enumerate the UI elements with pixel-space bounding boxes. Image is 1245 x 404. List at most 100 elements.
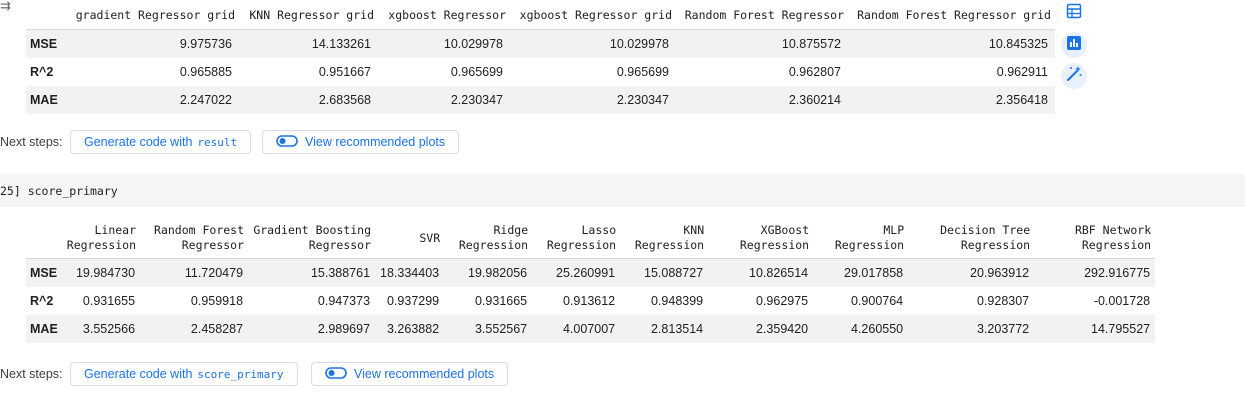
score-primary-dataframe: Linear Regression Random Forest Regressor … [26, 218, 1156, 343]
table-row: R^2 0.965885 0.951667 0.965699 0.965699 … [26, 58, 1055, 86]
column-header: Random Forest Regressor grid [848, 0, 1055, 30]
table-cell: 0.965699 [616, 65, 669, 79]
table-cell: 3.552566 [62, 315, 141, 343]
table-cell: 2.360214 [676, 86, 848, 114]
table-row: MSE 19.984730 11.720479 15.388761 18.334… [26, 258, 1156, 287]
table-row: R^2 0.931655 0.959918 0.947373 0.937299 … [26, 287, 1155, 315]
table-cell: 0.962911 [996, 65, 1048, 79]
variable-name: result [197, 135, 238, 149]
table-cell: 19.984730 [62, 258, 141, 287]
generate-code-button[interactable] [1061, 63, 1087, 89]
table-row: MAE 2.247022 2.683568 2.230347 2.230347 … [26, 86, 1055, 114]
view-recommended-plots-button[interactable]: View recommended plots [262, 130, 460, 154]
table-cell: 0.947373 [317, 294, 371, 308]
table-cell: 0.948399 [650, 294, 704, 308]
table-cell: 292.916775 [1034, 258, 1156, 287]
table-cell: 2.989697 [248, 315, 376, 343]
toggle-icon [325, 366, 354, 382]
table-cell: 19.982056 [444, 258, 533, 287]
table-cell: 25.260991 [532, 258, 621, 287]
next-steps-label: Next steps: [0, 135, 63, 149]
generate-code-result-button[interactable]: Generate code with result [70, 130, 252, 154]
table-cell: 2.683568 [239, 86, 378, 114]
table-cell: 10.875572 [676, 29, 848, 58]
result-dataframe: gradient Regressor grid KNN Regressor gr… [26, 0, 1055, 114]
column-header: XGBoost Regression [708, 218, 814, 259]
generate-code-label: Generate code with [84, 367, 193, 381]
column-header: KNN Regression [620, 218, 709, 259]
table-cell: 0.951667 [318, 65, 371, 79]
table-cell: 18.334403 [375, 258, 445, 287]
code-cell[interactable] [0, 174, 1245, 207]
table-cell: 0.965699 [450, 65, 503, 79]
generate-code-score-primary-button[interactable]: Generate code with score_primary [70, 362, 298, 386]
table-cell: 2.247022 [68, 86, 239, 114]
table-cell: 0.965885 [179, 65, 232, 79]
index-header [26, 0, 68, 30]
column-header: SVR [375, 218, 445, 259]
table-cell: 3.203772 [908, 315, 1035, 343]
table-row: MSE 9.975736 14.133261 10.029978 10.0299… [26, 29, 1055, 58]
table-cell: 14.795527 [1034, 315, 1156, 343]
column-header: KNN Regressor grid [239, 0, 378, 30]
table-icon [1066, 3, 1082, 24]
table-cell: 15.088727 [620, 258, 709, 287]
suggest-charts-button[interactable] [1061, 32, 1087, 58]
code-cell-input[interactable]: 25] score_primary [0, 184, 118, 198]
table-cell: 3.263882 [375, 315, 445, 343]
column-header: gradient Regressor grid [68, 0, 239, 30]
table-cell: 10.029978 [510, 29, 676, 58]
table-cell: 3.552567 [444, 315, 533, 343]
table-cell: 14.133261 [239, 29, 378, 58]
row-header: MSE [26, 29, 68, 58]
table-cell: 11.720479 [140, 258, 249, 287]
table-cell: 4.260550 [813, 315, 909, 343]
column-header: xgboost Regressor [378, 0, 510, 30]
table-row: MAE 3.552566 2.458287 2.989697 3.263882 … [26, 315, 1156, 343]
generate-code-label: Generate code with [84, 135, 193, 149]
table-cell: 0.937299 [386, 294, 440, 308]
table-header-row: gradient Regressor grid KNN Regressor gr… [26, 0, 1055, 30]
row-header: R^2 [30, 294, 54, 308]
convert-to-interactive-table-button[interactable] [1061, 0, 1087, 26]
table-cell: 10.029978 [378, 29, 510, 58]
table-cell: 0.931655 [82, 294, 136, 308]
table-cell: 2.230347 [510, 86, 676, 114]
table-cell: 0.962975 [755, 294, 809, 308]
row-header: R^2 [30, 65, 54, 79]
row-header: MSE [26, 258, 63, 287]
table-cell: -0.001728 [1093, 294, 1151, 308]
table-cell: 0.928307 [976, 294, 1030, 308]
toggle-icon [276, 134, 305, 150]
table-cell: 0.913612 [562, 294, 616, 308]
table-cell: 2.230347 [378, 86, 510, 114]
row-header: MAE [26, 86, 68, 114]
table-cell: 0.959918 [190, 294, 244, 308]
table-cell: 29.017858 [813, 258, 909, 287]
table-cell: 2.356418 [848, 86, 1055, 114]
table-cell: 0.962807 [788, 65, 841, 79]
output-toggle-icon[interactable]: ⇉ [0, 0, 11, 13]
view-plots-label: View recommended plots [305, 135, 446, 149]
row-header: MAE [26, 315, 63, 343]
table-cell: 4.007007 [532, 315, 621, 343]
column-header: MLP Regression [813, 218, 909, 259]
table-cell: 10.826514 [708, 258, 814, 287]
table-cell: 10.845325 [848, 29, 1055, 58]
table-cell: 9.975736 [68, 29, 239, 58]
table-cell: 0.931665 [474, 294, 528, 308]
column-header: xgboost Regressor grid [510, 0, 676, 30]
table-cell: 2.359420 [708, 315, 814, 343]
column-header: Decision Tree Regression [908, 218, 1035, 259]
next-steps-label: Next steps: [0, 367, 63, 381]
table-cell: 2.458287 [140, 315, 249, 343]
magic-wand-icon [1065, 65, 1083, 88]
view-recommended-plots-button[interactable]: View recommended plots [311, 362, 509, 386]
column-header: RBF Network Regression [1034, 218, 1156, 259]
table-cell: 20.963912 [908, 258, 1035, 287]
bar-chart-icon [1067, 35, 1081, 55]
column-header: Random Forest Regressor [140, 218, 249, 259]
table-header-row: Linear Regression Random Forest Regressor … [26, 218, 1156, 259]
index-header [26, 218, 63, 259]
column-header: Lasso Regression [532, 218, 621, 259]
